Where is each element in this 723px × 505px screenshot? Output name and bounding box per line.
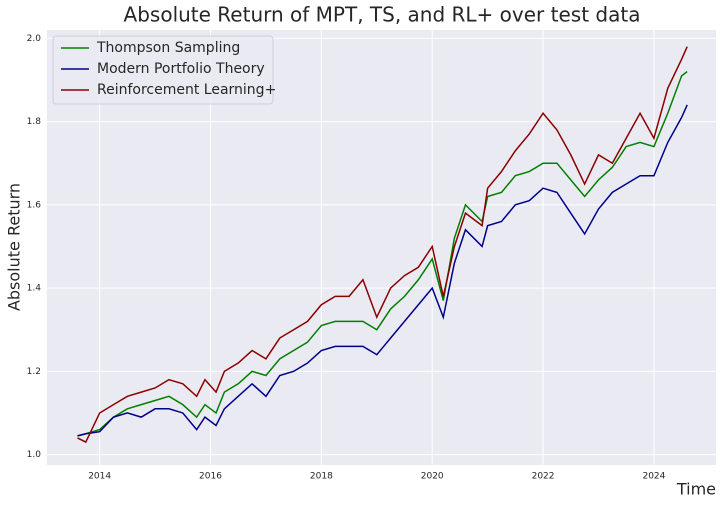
y-tick-label: 1.4: [27, 284, 42, 294]
y-tick-label: 2.0: [27, 34, 42, 44]
y-tick-label: 1.2: [27, 367, 41, 377]
series-line: [77, 46, 688, 444]
chart-title: Absolute Return of MPT, TS, and RL+ over…: [124, 3, 641, 27]
x-tick-label: 2022: [532, 472, 555, 482]
legend-label: Thompson Sampling: [96, 40, 240, 56]
legend-box: [52, 35, 274, 105]
x-tick-label: 2014: [88, 472, 111, 482]
y-axis-label: Absolute Return: [5, 183, 24, 311]
y-tick-label: 1.6: [27, 200, 42, 210]
x-tick-label: 2024: [642, 472, 665, 482]
series-line: [77, 71, 688, 437]
x-tick-label: 2020: [421, 472, 444, 482]
y-tick-label: 1.8: [27, 117, 42, 127]
legend-label: Modern Portfolio Theory: [97, 61, 265, 77]
legend-label: Reinforcement Learning+: [97, 82, 276, 98]
x-tick-label: 2016: [199, 472, 222, 482]
x-tick-label: 2018: [310, 472, 333, 482]
series-line: [77, 104, 688, 437]
y-tick-label: 1.0: [27, 450, 42, 460]
x-axis-label: Time: [676, 480, 716, 499]
